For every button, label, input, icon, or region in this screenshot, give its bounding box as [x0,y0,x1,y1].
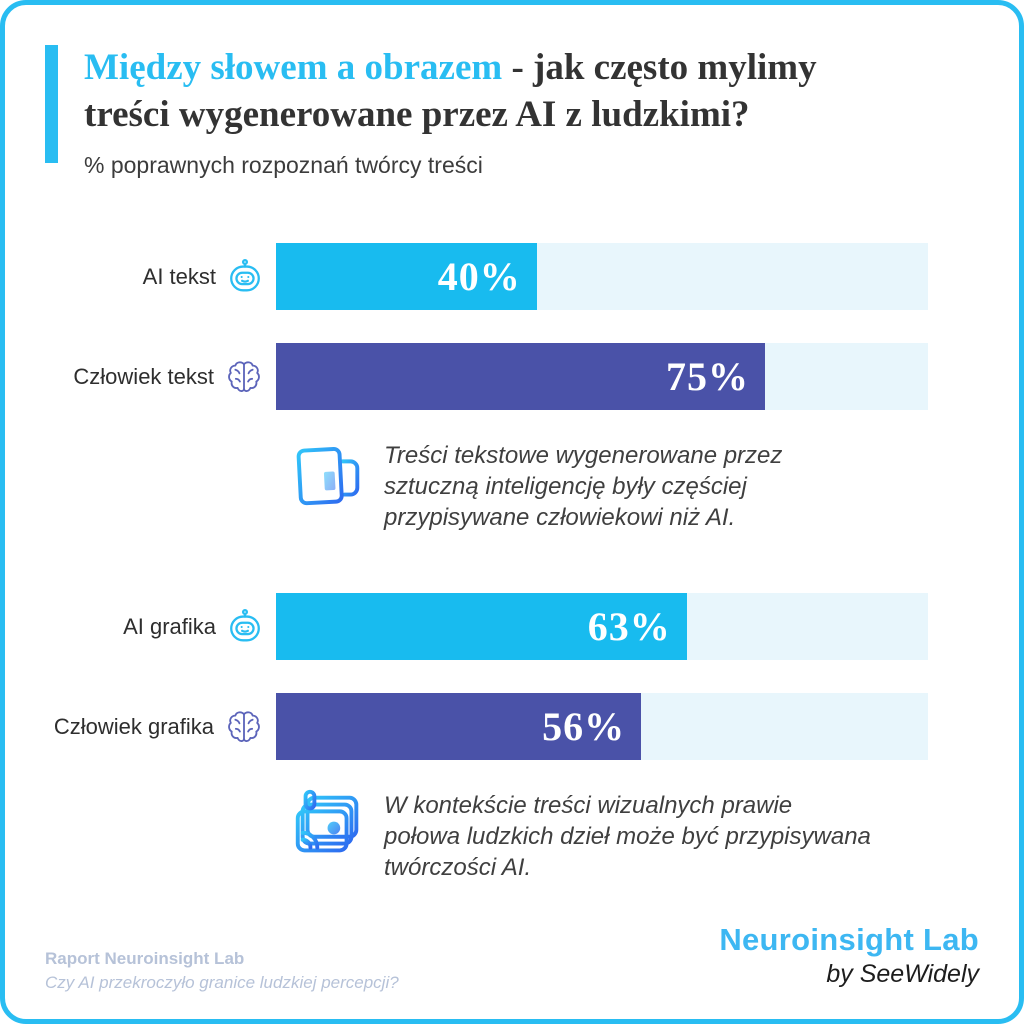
bar-value-label: 63% [587,604,671,649]
bar-value-label: 75% [666,354,749,399]
header: Między słowem a obrazem - jak często myl… [45,45,969,179]
bar-fill: 63% [276,593,687,660]
bar-row-human-graphics: Człowiek grafika [45,693,928,760]
annotation-text: W kontekście treści wizualnych prawie po… [384,792,871,881]
page-title: Między słowem a obrazem - jak często myl… [84,45,969,138]
bar-row-human-text: Człowiek tekst [45,343,928,410]
title-highlight: Między słowem a obrazem [84,47,503,88]
title-accent-bar [45,45,58,163]
bar-row-head: Człowiek grafika [45,707,276,747]
title-line2: treści wygenerowane przez AI z ludzkimi? [84,93,750,135]
bar-fill: 56% [276,693,642,760]
robot-icon [226,608,264,646]
footer-report: Raport Neuroinsight Lab Czy AI przekrocz… [45,949,399,993]
bar-track: 40% [276,243,928,310]
brain-icon [224,357,264,397]
report-title: Raport Neuroinsight Lab [45,949,245,968]
annotation-text: Treści tekstowe wygenerowane przez sztuc… [384,442,783,531]
brand-name: Neuroinsight Lab [719,922,979,957]
brand-byline: by SeeWidely [826,960,979,988]
gallery-icon [288,786,370,868]
chart-group-graphics: AI grafika [45,593,928,883]
bar-fill: 40% [276,243,537,310]
bar-track: 63% [276,593,928,660]
bar-row-head: Człowiek tekst [45,357,276,397]
bar-value-label: 40% [437,254,521,299]
bar-category-label: AI grafika [123,613,216,639]
bar-chart: AI tekst [45,243,928,883]
bar-track: 75% [276,343,928,410]
bar-row-ai-graphics: AI grafika [45,593,928,660]
bar-value-label: 56% [542,704,626,749]
bar-row-ai-text: AI tekst [45,243,928,310]
annotation-text-content: Treści tekstowe wygenerowane przez sztuc… [288,436,928,533]
bar-category-label: AI tekst [142,263,216,289]
bar-category-label: Człowiek tekst [73,363,214,389]
title-rest-line1: - jak często mylimy [502,47,817,88]
chart-group-text: AI tekst [45,243,928,533]
bar-track: 56% [276,693,928,760]
newspaper-icon [288,436,370,518]
bar-row-head: AI tekst [45,258,276,296]
bar-row-head: AI grafika [45,608,276,646]
footer-brand: Neuroinsight Lab by SeeWidely [719,922,979,989]
bar-fill: 75% [276,343,765,410]
report-question: Czy AI przekroczyło granice ludzkiej per… [45,973,399,992]
bar-category-label: Człowiek grafika [53,713,214,739]
annotation-graphics-content: W kontekście treści wizualnych prawie po… [288,786,928,883]
brain-icon [224,707,264,747]
chart-subtitle: % poprawnych rozpoznań twórcy treści [84,152,483,179]
robot-icon [226,258,264,296]
title-block: Między słowem a obrazem - jak często myl… [84,45,969,179]
